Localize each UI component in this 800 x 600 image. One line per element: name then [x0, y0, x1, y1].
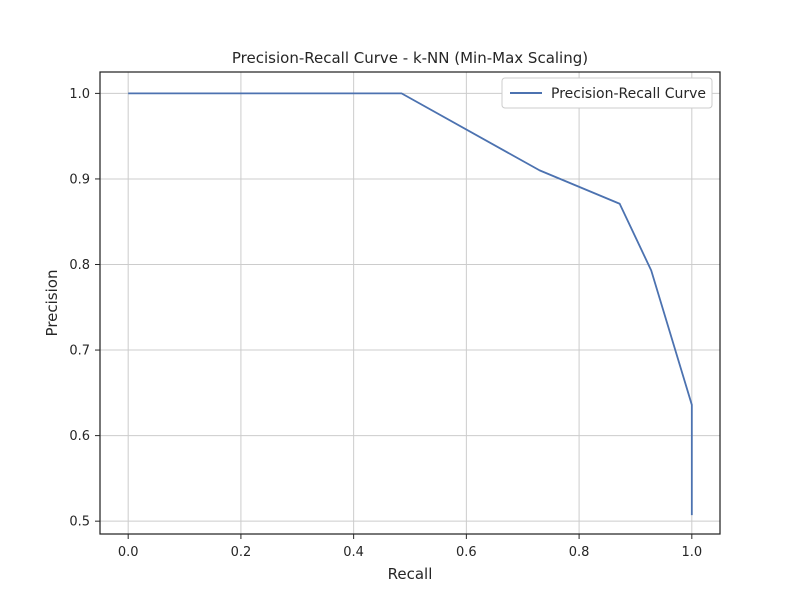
- plot-area: [100, 72, 720, 534]
- y-tick-label: 0.6: [69, 429, 90, 444]
- x-tick-label: 0.6: [456, 545, 477, 560]
- y-axis-title: Precision: [43, 270, 61, 337]
- y-tick-label: 0.7: [69, 344, 90, 359]
- legend: Precision-Recall Curve: [502, 78, 712, 108]
- chart-title: Precision-Recall Curve - k-NN (Min-Max S…: [232, 49, 588, 67]
- y-tick-label: 0.8: [69, 258, 90, 273]
- y-tick-label: 0.5: [69, 515, 90, 530]
- x-tick-label: 1.0: [681, 545, 702, 560]
- x-tick-label: 0.0: [118, 545, 139, 560]
- x-tick-label: 0.2: [231, 545, 252, 560]
- y-tick-label: 1.0: [69, 87, 90, 102]
- y-tick-label: 0.9: [69, 172, 90, 187]
- x-axis-title: Recall: [388, 565, 433, 583]
- x-tick-label: 0.8: [569, 545, 590, 560]
- x-tick-label: 0.4: [343, 545, 364, 560]
- legend-label: Precision-Recall Curve: [551, 86, 706, 102]
